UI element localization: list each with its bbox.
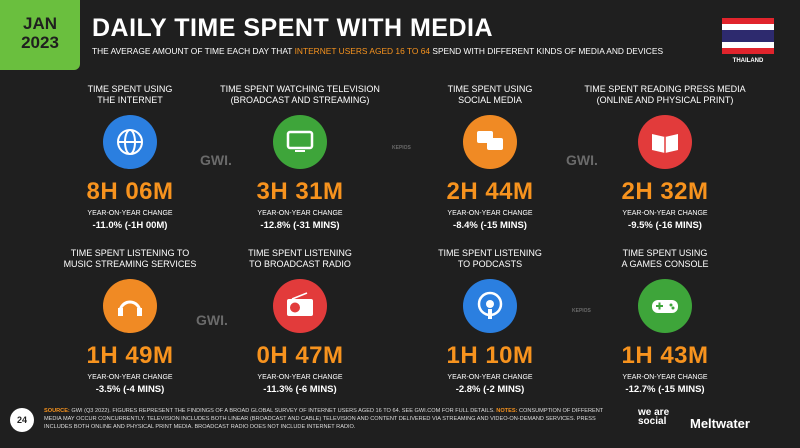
- media-stat: TIME SPENT USING A GAMES CONSOLE 1H 43M YEA…: [575, 248, 755, 395]
- logo-we-are-social: we are social: [638, 407, 670, 427]
- media-stat: TIME SPENT LISTENING TO MUSIC STREAMING S…: [40, 248, 220, 395]
- media-stat: TIME SPENT LISTENING TO PODCASTS 1H 10M YEA…: [400, 248, 580, 395]
- stat-label: (ONLINE AND PHYSICAL PRINT): [596, 95, 734, 105]
- stat-value: 0H 47M: [256, 342, 344, 369]
- change-value: -12.8% (-31 MINS): [260, 220, 340, 231]
- stat-label: SOCIAL MEDIA: [458, 95, 522, 105]
- subtitle: THE AVERAGE AMOUNT OF TIME EACH DAY THAT…: [92, 46, 663, 56]
- stat-label: TO PODCASTS: [457, 259, 523, 269]
- stat-label: TO BROADCAST RADIO: [249, 259, 351, 269]
- logo-meltwater: Meltwater: [690, 416, 750, 431]
- media-stat: TIME SPENT READING PRESS MEDIA (ONLINE AN…: [575, 84, 755, 231]
- stat-icon: [463, 115, 517, 169]
- change-value: -3.5% (-4 MINS): [95, 384, 165, 395]
- stat-value: 2H 32M: [621, 178, 709, 205]
- change-value: -9.5% (-16 MINS): [628, 220, 702, 231]
- stat-label: A GAMES CONSOLE: [621, 259, 709, 269]
- subtitle-text: SPEND WITH DIFFERENT KINDS OF MEDIA AND …: [430, 46, 664, 56]
- change-label: YEAR-ON-YEAR CHANGE: [257, 210, 343, 217]
- stat-label: TIME SPENT READING PRESS MEDIA: [584, 84, 746, 94]
- stat-label: TIME SPENT LISTENING TO: [70, 248, 190, 258]
- title: DAILY TIME SPENT WITH MEDIA: [92, 14, 494, 42]
- media-stat: TIME SPENT USING THE INTERNET 8H 06M YEAR-O…: [40, 84, 220, 231]
- change-label: YEAR-ON-YEAR CHANGE: [447, 210, 533, 217]
- stat-icon: [103, 115, 157, 169]
- stat-icon: [638, 115, 692, 169]
- subtitle-highlight: INTERNET USERS AGED 16 TO 64: [294, 46, 431, 56]
- change-label: YEAR-ON-YEAR CHANGE: [447, 374, 533, 381]
- badge-month: JAN: [22, 14, 57, 33]
- change-label: YEAR-ON-YEAR CHANGE: [257, 374, 343, 381]
- watermark: GWI.: [566, 152, 598, 168]
- stat-label: TIME SPENT USING: [622, 248, 708, 258]
- stat-label: TIME SPENT USING: [447, 84, 533, 94]
- source-key: SOURCE:: [44, 408, 70, 414]
- flag: [722, 18, 774, 54]
- change-label: YEAR-ON-YEAR CHANGE: [622, 210, 708, 217]
- stat-icon: [273, 115, 327, 169]
- media-stat: TIME SPENT USING SOCIAL MEDIA 2H 44M YEAR-O…: [400, 84, 580, 231]
- stat-icon: [273, 279, 327, 333]
- stat-value: 1H 10M: [446, 342, 534, 369]
- watermark: GWI.: [200, 152, 232, 168]
- watermark: KEPIOS: [572, 308, 591, 314]
- notes-key: NOTES:: [496, 408, 518, 414]
- change-label: YEAR-ON-YEAR CHANGE: [87, 374, 173, 381]
- stat-label: TIME SPENT LISTENING: [438, 248, 542, 258]
- stat-label: TIME SPENT WATCHING TELEVISION: [220, 84, 380, 94]
- media-stat: TIME SPENT LISTENING TO BROADCAST RADIO 0H…: [210, 248, 390, 395]
- stat-label: MUSIC STREAMING SERVICES: [63, 259, 197, 269]
- change-label: YEAR-ON-YEAR CHANGE: [87, 210, 173, 217]
- notes-text: CONSUMPTION OF DIFFERENT MEDIA MAY OCCUR…: [44, 408, 604, 430]
- stat-value: 1H 43M: [621, 342, 709, 369]
- stat-value: 1H 49M: [86, 342, 174, 369]
- stat-label: THE INTERNET: [97, 95, 163, 105]
- media-stat: TIME SPENT WATCHING TELEVISION (BROADCAST…: [210, 84, 390, 231]
- stat-label: TIME SPENT LISTENING: [248, 248, 352, 258]
- change-label: YEAR-ON-YEAR CHANGE: [622, 374, 708, 381]
- date-badge: JAN 2023: [0, 0, 80, 70]
- stat-label: TIME SPENT USING: [87, 84, 173, 94]
- stat-icon: [103, 279, 157, 333]
- stat-value: 3H 31M: [256, 178, 344, 205]
- source-text: GWI (Q3 2022). FIGURES REPRESENT THE FIN…: [69, 408, 497, 414]
- stat-icon: [638, 279, 692, 333]
- watermark: KEPIOS: [392, 145, 411, 151]
- stat-label: (BROADCAST AND STREAMING): [230, 95, 370, 105]
- change-value: -12.7% (-15 MINS): [625, 384, 705, 395]
- stat-value: 2H 44M: [446, 178, 534, 205]
- change-value: -11.3% (-6 MINS): [263, 384, 337, 395]
- stat-value: 8H 06M: [86, 178, 174, 205]
- source-note: SOURCE: GWI (Q3 2022). FIGURES REPRESENT…: [44, 407, 614, 431]
- stat-icon: [463, 279, 517, 333]
- country-label: THAILAND: [732, 58, 764, 64]
- page-number: 24: [10, 408, 34, 432]
- change-value: -2.8% (-2 MINS): [455, 384, 525, 395]
- change-value: -11.0% (-1H 00M): [92, 220, 168, 231]
- watermark: GWI.: [196, 312, 228, 328]
- badge-year: 2023: [21, 33, 59, 52]
- subtitle-text: THE AVERAGE AMOUNT OF TIME EACH DAY THAT: [92, 46, 295, 56]
- change-value: -8.4% (-15 MINS): [453, 220, 527, 231]
